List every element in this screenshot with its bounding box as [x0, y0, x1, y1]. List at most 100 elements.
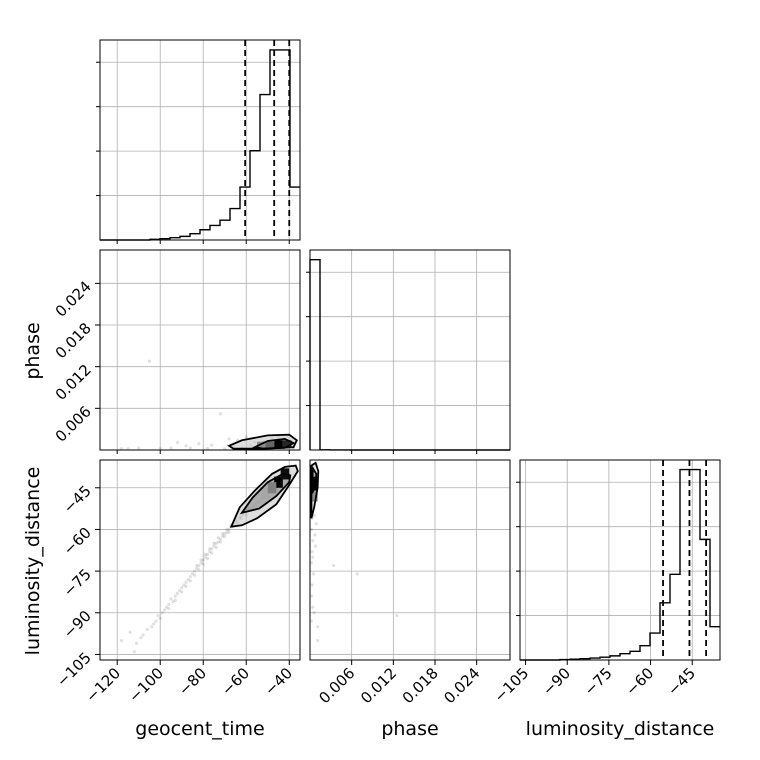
sample-point-phase_vs_luminosity_distance-10: [312, 611, 316, 615]
sample-point-phase_vs_luminosity_distance-18: [313, 533, 317, 537]
sample-point-geocent_time_vs_luminosity_distance-82: [188, 579, 192, 583]
sample-point-geocent_time_vs_phase-17: [126, 447, 130, 450]
sample-point-geocent_time_vs_luminosity_distance-89: [128, 630, 132, 634]
sample-point-phase_vs_luminosity_distance-15: [355, 572, 359, 576]
sample-point-geocent_time_vs_phase-5: [218, 412, 223, 416]
sample-point-geocent_time_vs_luminosity_distance-85: [173, 598, 177, 602]
sample-point-phase_vs_luminosity_distance-4: [310, 550, 314, 554]
x-axis-label-geocent-time: geocent_time: [135, 718, 264, 740]
frame-phase: [309, 249, 511, 451]
sample-point-geocent_time_vs_luminosity_distance-2: [150, 625, 154, 629]
geocent-time-vs-phase-panel: [99, 249, 301, 451]
density-cell-geocent_time_vs_luminosity_distance-2: [261, 487, 270, 499]
sample-point-geocent_time_vs_luminosity_distance-7: [171, 600, 175, 604]
sample-point-geocent_time_vs_phase-3: [184, 444, 188, 448]
sample-point-geocent_time_vs_luminosity_distance-23: [210, 547, 214, 551]
geocent-time-vs-luminosity-distance-panel: [99, 459, 301, 661]
sample-point-geocent_time_vs_luminosity_distance-48: [175, 591, 180, 595]
sample-point-phase_vs_luminosity_distance-5: [310, 561, 313, 565]
frame-phase_vs_luminosity_distance: [309, 459, 511, 661]
sample-point-phase_vs_luminosity_distance-14: [332, 563, 336, 568]
sample-point-geocent_time_vs_luminosity_distance-70: [199, 558, 203, 562]
sample-point-phase_vs_luminosity_distance-13: [316, 638, 320, 643]
sample-point-geocent_time_vs_luminosity_distance-50: [165, 605, 169, 609]
sample-point-geocent_time_vs_luminosity_distance-18: [199, 561, 203, 565]
sample-point-geocent_time_vs_phase-4: [210, 443, 214, 447]
sample-point-geocent_time_vs_luminosity_distance-86: [167, 607, 171, 611]
phase-vs-luminosity-distance-panel: [309, 459, 511, 661]
sample-point-geocent_time_vs_phase-0: [147, 359, 152, 363]
sample-point-geocent_time_vs_luminosity_distance-12: [186, 577, 190, 582]
x-tick-label-luminosity-distance-2: −75: [581, 664, 616, 699]
y-tick-label-phase-2: 0.018: [52, 319, 95, 362]
luminosity-distance-histogram-panel: [516, 459, 721, 661]
sample-point-geocent_time_vs_luminosity_distance-73: [212, 541, 216, 545]
x-tick-label-geocent-time-3: −60: [218, 664, 253, 699]
sample-point-geocent_time_vs_luminosity_distance-58: [201, 562, 205, 566]
density-cell-phase_vs_luminosity_distance-0: [311, 476, 318, 491]
sample-point-phase_vs_luminosity_distance-3: [311, 538, 315, 543]
sample-point-geocent_time_vs_luminosity_distance-8: [173, 594, 177, 598]
sample-point-geocent_time_vs_luminosity_distance-5: [162, 608, 167, 612]
sample-point-geocent_time_vs_phase-16: [158, 447, 162, 450]
sample-point-geocent_time_vs_phase-20: [223, 447, 227, 450]
sample-point-phase_vs_luminosity_distance-19: [311, 555, 315, 559]
sample-point-geocent_time_vs_luminosity_distance-53: [152, 622, 156, 626]
sample-point-geocent_time_vs_luminosity_distance-51: [160, 611, 164, 615]
sample-point-phase_vs_luminosity_distance-12: [316, 625, 320, 629]
sample-point-geocent_time_vs_luminosity_distance-22: [208, 550, 212, 554]
sample-point-geocent_time_vs_luminosity_distance-54: [145, 627, 149, 632]
y-tick-label-luminosity-distance-0: −105: [53, 649, 95, 691]
sample-point-geocent_time_vs_luminosity_distance-56: [193, 573, 197, 577]
sample-point-geocent_time_vs_luminosity_distance-47: [182, 583, 186, 587]
sample-point-geocent_time_vs_luminosity_distance-87: [132, 650, 137, 654]
sample-point-geocent_time_vs_luminosity_distance-49: [169, 597, 173, 601]
sample-point-geocent_time_vs_luminosity_distance-26: [216, 540, 220, 544]
contour-geocent_time_vs_phase-0: [227, 433, 298, 450]
sample-point-geocent_time_vs_phase-6: [197, 442, 201, 446]
sample-point-geocent_time_vs_luminosity_distance-75: [220, 532, 225, 536]
y-tick-label-luminosity-distance-1: −90: [60, 607, 95, 642]
sample-point-geocent_time_vs_luminosity_distance-14: [190, 572, 195, 576]
contour-geocent_time_vs_phase-1: [251, 437, 296, 450]
x-tick-label-phase-3: 0.024: [440, 664, 483, 707]
plot-area-geocent_time_vs_phase: [119, 359, 298, 450]
y-tick-label-luminosity-distance-3: −60: [60, 524, 95, 559]
sample-point-geocent_time_vs_luminosity_distance-57: [197, 568, 201, 572]
contour-phase_vs_luminosity_distance-0: [310, 461, 320, 519]
sample-point-geocent_time_vs_phase-7: [175, 440, 180, 444]
sample-point-geocent_time_vs_luminosity_distance-11: [184, 580, 188, 584]
x-tick-label-phase-0: 0.006: [315, 664, 358, 707]
sample-point-geocent_time_vs_luminosity_distance-31: [227, 527, 231, 532]
y-tick-label-phase-3: 0.024: [52, 277, 95, 320]
sample-point-geocent_time_vs_luminosity_distance-25: [214, 541, 218, 545]
sample-point-geocent_time_vs_phase-1: [137, 446, 141, 450]
sample-point-geocent_time_vs_luminosity_distance-52: [156, 613, 160, 618]
sample-point-geocent_time_vs_phase-2: [169, 446, 173, 450]
sample-point-geocent_time_vs_luminosity_distance-84: [180, 590, 184, 594]
sample-point-geocent_time_vs_luminosity_distance-74: [216, 536, 220, 540]
frame-luminosity-distance: [519, 459, 721, 661]
histogram-phase: [309, 258, 510, 451]
density-cell-geocent_time_vs_phase-2: [256, 441, 266, 449]
sample-point-geocent_time_vs_luminosity_distance-24: [212, 544, 216, 548]
density-cell-phase_vs_luminosity_distance-1: [311, 490, 318, 502]
sample-point-geocent_time_vs_luminosity_distance-76: [225, 527, 229, 532]
sample-point-geocent_time_vs_luminosity_distance-1: [141, 633, 145, 637]
x-axis-label-luminosity-distance: luminosity_distance: [526, 718, 715, 740]
x-tick-label-geocent-time-2: −80: [175, 664, 210, 699]
sample-point-geocent_time_vs_luminosity_distance-69: [195, 563, 199, 568]
contour-geocent_time_vs_luminosity_distance-0: [229, 464, 299, 528]
x-tick-label-phase-1: 0.012: [357, 664, 400, 707]
sample-point-phase_vs_luminosity_distance-7: [310, 583, 314, 587]
frame-geocent_time_vs_luminosity_distance: [99, 459, 301, 661]
sample-point-phase_vs_luminosity_distance-9: [311, 605, 315, 609]
density-cell-geocent_time_vs_phase-0: [274, 440, 283, 448]
sample-point-geocent_time_vs_luminosity_distance-20: [203, 555, 207, 559]
x-axis-label-phase: phase: [381, 718, 438, 740]
sample-point-geocent_time_vs_luminosity_distance-21: [205, 552, 210, 557]
sample-point-phase_vs_luminosity_distance-2: [310, 527, 313, 532]
sample-point-geocent_time_vs_luminosity_distance-62: [218, 540, 223, 544]
phase-histogram-panel: [306, 249, 511, 451]
